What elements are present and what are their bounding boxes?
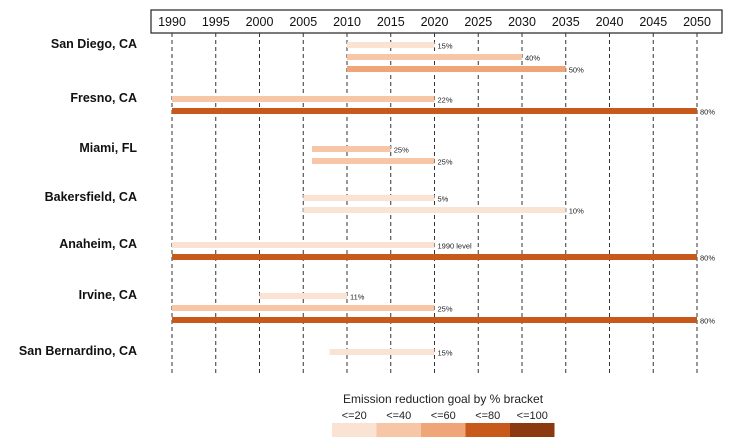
x-tick-label: 1995 — [202, 15, 230, 29]
bar-value-label: 40% — [525, 54, 540, 63]
legend-title: Emission reduction goal by % bracket — [343, 392, 544, 406]
x-tick-label: 2000 — [246, 15, 274, 29]
bar-value-label: 80% — [700, 108, 715, 117]
bar-value-label: 5% — [438, 195, 449, 204]
x-tick-label: 2035 — [552, 15, 580, 29]
city-label: Fresno, CA — [70, 91, 137, 105]
bar-value-label: 15% — [438, 42, 453, 51]
x-tick-label: 2025 — [464, 15, 492, 29]
legend-swatch — [332, 423, 377, 437]
city-labels: San Diego, CA Fresno, CA Miami, FL Bakersfi… — [19, 37, 137, 358]
bar — [312, 146, 391, 152]
legend-label: <=40 — [386, 410, 411, 422]
bar-value-label: 25% — [438, 305, 453, 314]
x-tick-label: 2050 — [683, 15, 711, 29]
bar — [172, 317, 697, 323]
bar — [347, 66, 566, 72]
x-axis-ticks: 1990 1995 2000 2005 2010 2015 2020 2025 2030 2035… — [158, 15, 711, 29]
legend-swatch — [376, 423, 421, 437]
legend-swatch — [421, 423, 466, 437]
bar — [303, 207, 566, 213]
legend-label: <=20 — [342, 410, 367, 422]
bar — [172, 242, 435, 248]
axis-header-box — [150, 9, 723, 34]
x-tick-label: 2005 — [289, 15, 317, 29]
bar — [172, 96, 435, 102]
x-tick-label: 2030 — [508, 15, 536, 29]
x-tick-label: 1990 — [158, 15, 186, 29]
bar-value-label: 11% — [350, 293, 365, 302]
legend-label: <=100 — [517, 410, 548, 422]
bar-value-label: 10% — [569, 207, 584, 216]
city-label: Irvine, CA — [79, 288, 137, 302]
bar — [259, 293, 347, 299]
legend-label: <=80 — [475, 410, 500, 422]
bar-value-label: 1990 level — [438, 242, 473, 251]
legend: Emission reduction goal by % bracket <=2… — [332, 392, 555, 437]
x-tick-label: 2040 — [596, 15, 624, 29]
x-tick-label: 2015 — [377, 15, 405, 29]
bar-value-label: 80% — [700, 317, 715, 326]
bar-value-label: 50% — [569, 66, 584, 75]
legend-swatch — [465, 423, 510, 437]
gridlines — [171, 33, 698, 375]
x-tick-label: 2020 — [421, 15, 449, 29]
x-tick-label: 2045 — [639, 15, 667, 29]
bar — [312, 158, 435, 164]
bar — [329, 349, 435, 355]
bar — [347, 54, 522, 60]
legend-label: <=60 — [431, 410, 456, 422]
bar — [172, 305, 435, 311]
legend-swatch — [510, 423, 555, 437]
bar-value-label: 80% — [700, 254, 715, 263]
bar — [347, 42, 435, 48]
city-label: Miami, FL — [79, 141, 137, 155]
x-tick-label: 2010 — [333, 15, 361, 29]
bar — [172, 108, 697, 114]
city-label: Bakersfield, CA — [45, 190, 137, 204]
bar — [172, 254, 697, 260]
bar-value-label: 22% — [438, 96, 453, 105]
city-label: Anaheim, CA — [59, 237, 137, 251]
bars: 15% 40% 50% 22% 80% 25% 25% 5% 10% 1990 level 80% 1… — [172, 42, 715, 358]
city-label: San Diego, CA — [51, 37, 137, 51]
city-label: San Bernardino, CA — [19, 344, 137, 358]
bar — [303, 195, 435, 201]
bar-value-label: 15% — [438, 349, 453, 358]
bar-value-label: 25% — [394, 146, 409, 155]
bar-value-label: 25% — [438, 158, 453, 167]
